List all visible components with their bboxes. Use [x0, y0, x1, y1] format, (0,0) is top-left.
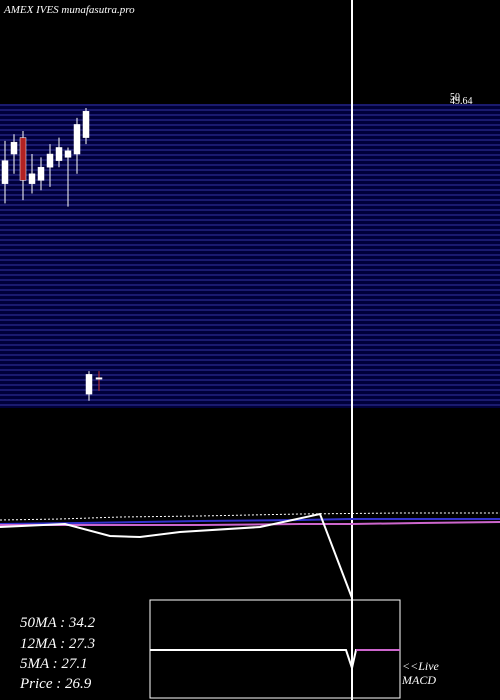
candle	[82, 108, 90, 145]
candles	[1, 108, 103, 401]
chart-title: AMEX IVES munafasutra.pro	[4, 4, 135, 16]
candle-body	[64, 150, 72, 158]
price-band	[0, 104, 500, 408]
macd-panel	[149, 599, 401, 699]
last-price-label: 50	[450, 92, 460, 103]
candle-body	[19, 137, 27, 181]
price-oscillator-line	[0, 512, 353, 599]
price-label: Price : 26.9	[20, 676, 92, 692]
candle-body	[46, 153, 54, 168]
candle	[46, 144, 54, 187]
candle-body	[1, 160, 9, 184]
candle	[85, 371, 93, 401]
candle	[1, 140, 9, 204]
ma-50-label: 50MA : 34.2	[20, 615, 96, 631]
candle	[64, 147, 72, 207]
candle-body	[82, 111, 90, 138]
macd-line	[150, 649, 400, 672]
candle-body	[85, 374, 93, 395]
ma-12-label: 12MA : 27.3	[20, 636, 96, 652]
macd-label: <<Live MACD	[402, 659, 439, 687]
ma-5-label: 5MA : 27.1	[20, 656, 88, 672]
indicator-panel	[0, 512, 500, 599]
candle-body	[37, 166, 45, 181]
candle	[10, 134, 18, 174]
candle	[28, 154, 36, 194]
candle	[73, 117, 81, 174]
candle-body	[95, 377, 103, 380]
candle	[37, 157, 45, 191]
candle	[95, 371, 103, 391]
candle	[19, 131, 27, 201]
candle	[55, 137, 63, 168]
candle-body	[55, 147, 63, 161]
candle-body	[28, 173, 36, 184]
ma-blue-line	[0, 518, 500, 525]
ma-pink-line	[0, 521, 500, 526]
candle-body	[10, 141, 18, 155]
price-tick-labels: 49.64	[450, 96, 473, 107]
candle-body	[73, 124, 81, 155]
price-axis-top-label: 49.64	[450, 96, 473, 107]
volume-ma-dotted-line	[0, 512, 500, 521]
